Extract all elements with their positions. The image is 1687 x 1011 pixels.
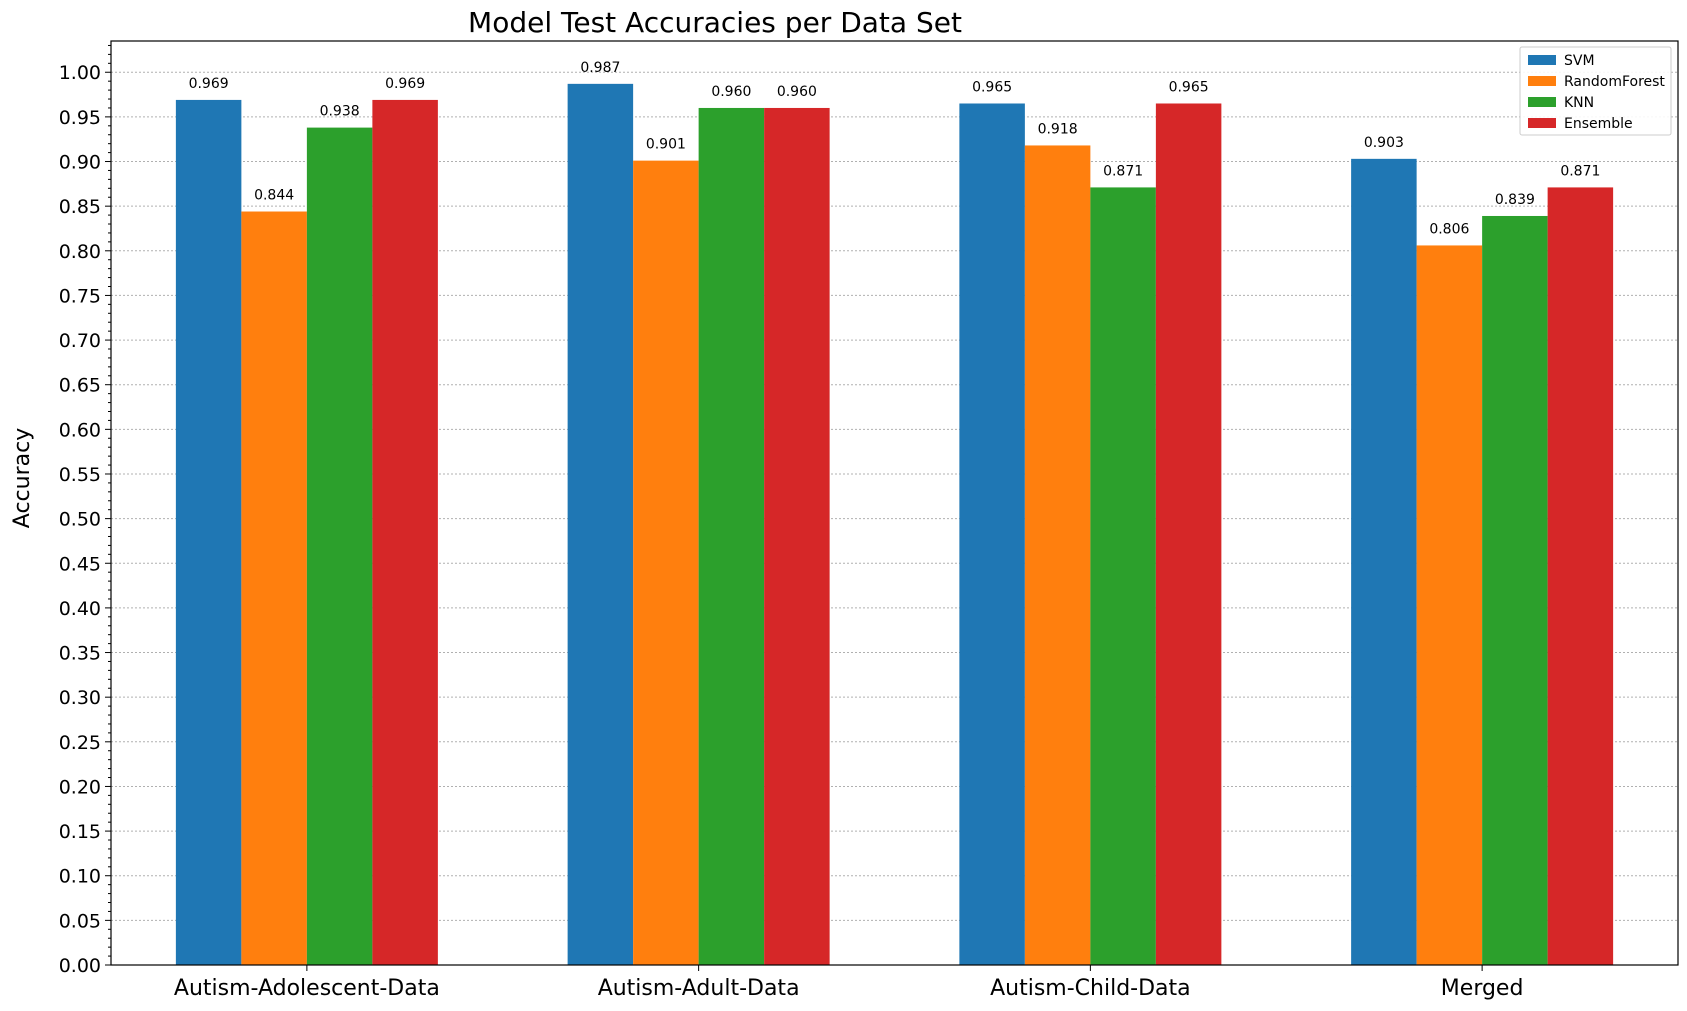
legend-swatch — [1528, 97, 1556, 107]
y-tick-label: 0.10 — [59, 866, 101, 888]
bar — [241, 211, 307, 966]
data-label: 0.839 — [1495, 192, 1535, 208]
legend-label: RandomForest — [1564, 74, 1665, 90]
data-label: 0.806 — [1429, 221, 1469, 237]
y-tick-label: 0.85 — [59, 196, 101, 218]
y-tick-label: 0.95 — [59, 107, 101, 129]
x-tick-label: Autism-Adolescent-Data — [174, 976, 440, 1001]
y-tick-label: 0.65 — [59, 375, 101, 397]
data-label: 0.903 — [1364, 135, 1404, 151]
y-tick-label: 0.75 — [59, 285, 101, 307]
data-label: 0.901 — [646, 137, 686, 153]
chart-title: Model Test Accuracies per Data Set — [468, 6, 962, 39]
plot-frame — [110, 40, 1679, 966]
legend-box — [1519, 46, 1672, 136]
x-tick-label: Autism-Adult-Data — [598, 976, 800, 1001]
legend-label: KNN — [1564, 95, 1594, 111]
data-label: 0.918 — [1038, 121, 1078, 137]
data-label: 0.969 — [189, 76, 229, 92]
bar — [698, 107, 765, 965]
data-labels: 0.969 0.844 0.938 0.969 0.987 0.901 0.960 0.960… — [189, 60, 1601, 238]
data-label: 0.969 — [385, 76, 425, 92]
bar — [1547, 187, 1614, 965]
bar — [1416, 245, 1483, 966]
bar — [633, 160, 699, 966]
y-tick-label: 0.25 — [59, 732, 101, 754]
bar — [1090, 187, 1156, 965]
bar — [306, 127, 373, 965]
bar — [959, 103, 1025, 966]
y-tick-label: 0.90 — [59, 152, 101, 174]
data-label: 0.987 — [580, 60, 620, 76]
y-tick-label: 0.35 — [59, 643, 101, 665]
data-label: 0.965 — [1169, 79, 1209, 95]
legend-swatch — [1528, 55, 1556, 65]
y-tick-label: 0.70 — [59, 330, 101, 352]
bar — [1155, 103, 1222, 966]
y-tick-label: 0.20 — [59, 776, 101, 798]
legend-swatch — [1528, 76, 1556, 86]
bar — [764, 107, 830, 965]
y-tick-label: 0.40 — [59, 598, 101, 620]
data-label: 0.965 — [972, 79, 1012, 95]
bars — [175, 83, 1614, 966]
y-tick-label: 0.60 — [59, 419, 101, 441]
y-tick-label: 0.45 — [59, 553, 101, 575]
y-tick-label: 0.50 — [59, 509, 101, 531]
data-label: 0.960 — [711, 84, 751, 100]
data-label: 0.960 — [777, 84, 817, 100]
data-label: 0.871 — [1560, 163, 1600, 179]
bar — [175, 99, 242, 965]
y-tick-label: 0.15 — [59, 821, 101, 843]
legend-label: SVM — [1564, 53, 1595, 69]
x-tick-label: Autism-Child-Data — [990, 976, 1191, 1001]
y-tick-label: 1.00 — [59, 62, 101, 84]
data-label: 0.871 — [1103, 163, 1143, 179]
y-tick-label: 0.80 — [59, 241, 101, 263]
legend-label: Ensemble — [1564, 116, 1633, 132]
legend-swatch — [1528, 118, 1556, 128]
y-axis-label: Accuracy — [10, 428, 35, 528]
bar — [1482, 215, 1548, 965]
x-tick-label: Merged — [1441, 976, 1524, 1001]
y-tick-label: 0.00 — [59, 955, 101, 977]
data-label: 0.844 — [254, 188, 294, 204]
legend: SVM RandomForest KNN Ensemble — [1519, 46, 1672, 136]
y-tick-label: 0.55 — [59, 464, 101, 486]
bar — [1024, 145, 1091, 966]
data-label: 0.938 — [320, 104, 360, 120]
bar — [372, 99, 438, 965]
axes: 0.00 0.05 0.10 0.15 0.20 0.25 0.30 0.35 0.40 0.45… — [59, 40, 1679, 1001]
bar — [1351, 158, 1417, 965]
y-tick-label: 0.05 — [59, 910, 101, 932]
bar — [567, 83, 634, 965]
y-tick-label: 0.30 — [59, 687, 101, 709]
